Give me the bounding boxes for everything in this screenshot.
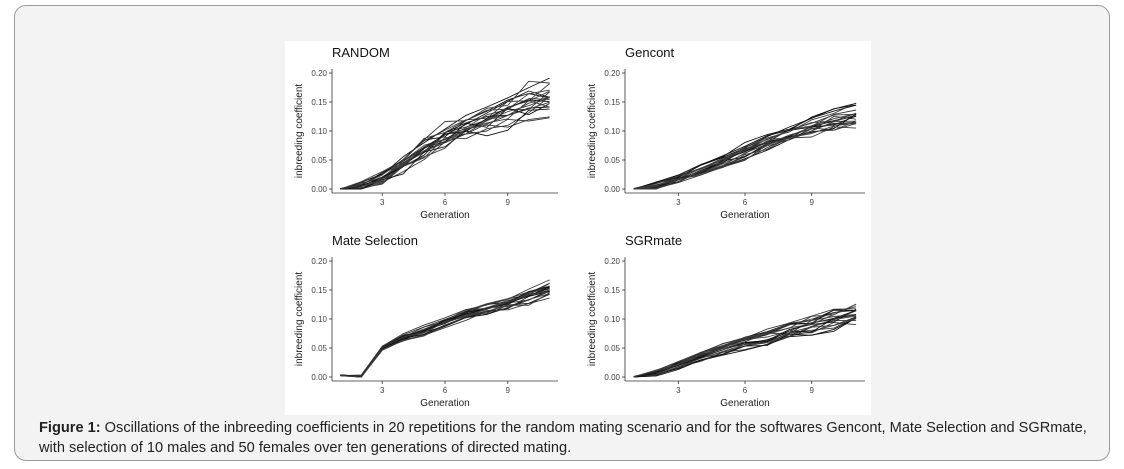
series-line <box>633 303 857 378</box>
x-tick-label: 3 <box>380 386 385 395</box>
series-line <box>340 101 550 190</box>
x-axis-title: Generation <box>720 398 769 409</box>
series-line <box>633 102 857 190</box>
caption-label: Figure 1: <box>39 420 101 436</box>
x-axis-title: Generation <box>420 398 469 409</box>
series-line <box>340 91 550 190</box>
y-tick-label: 0.20 <box>604 257 620 266</box>
y-tick-label: 0.15 <box>311 98 327 107</box>
y-tick-label: 0.00 <box>604 185 620 194</box>
x-tick-label: 3 <box>676 198 681 207</box>
series-line <box>633 317 857 377</box>
x-tick-label: 9 <box>809 386 814 395</box>
x-tick-label: 6 <box>743 198 748 207</box>
series-line <box>633 303 857 378</box>
y-tick-label: 0.05 <box>604 344 620 353</box>
y-tick-label: 0.20 <box>311 257 327 266</box>
series-line <box>340 291 550 378</box>
x-tick-label: 3 <box>380 198 385 207</box>
y-tick-label: 0.20 <box>311 69 327 78</box>
x-tick-label: 3 <box>676 386 681 395</box>
x-tick-label: 6 <box>743 386 748 395</box>
series-line <box>633 317 857 378</box>
y-tick-label: 0.05 <box>311 344 327 353</box>
y-tick-label: 0.05 <box>311 156 327 165</box>
series-line <box>340 89 550 190</box>
series-line <box>633 318 857 378</box>
x-tick-label: 9 <box>506 386 511 395</box>
y-tick-label: 0.15 <box>311 286 327 295</box>
x-tick-label: 6 <box>443 198 448 207</box>
series-line <box>340 99 550 190</box>
series-line <box>340 297 550 378</box>
x-tick-label: 9 <box>506 198 511 207</box>
panel-title: RANDOM <box>332 45 390 60</box>
panel-title: SGRmate <box>625 233 682 248</box>
x-tick-label: 9 <box>809 198 814 207</box>
series-line <box>340 103 550 190</box>
series-line <box>633 114 857 190</box>
panel-title: Gencont <box>625 45 675 60</box>
y-tick-label: 0.10 <box>604 315 620 324</box>
series-line <box>633 123 857 190</box>
y-tick-label: 0.00 <box>311 373 327 382</box>
figure-frame: RANDOM 0.00 0.05 0.10 0.15 0.20 3 6 9 Generation i… <box>14 5 1110 461</box>
x-axis-title: Generation <box>420 210 469 221</box>
series-line <box>340 100 550 190</box>
y-tick-label: 0.05 <box>604 156 620 165</box>
series-line <box>340 80 550 190</box>
series-line <box>633 120 857 190</box>
caption-text: Oscillations of the inbreeding coefficie… <box>39 420 1087 456</box>
y-tick-label: 0.15 <box>604 286 620 295</box>
y-tick-label: 0.00 <box>604 373 620 382</box>
figure-caption: Figure 1: Oscillations of the inbreeding… <box>39 418 1099 458</box>
series-line <box>633 314 857 378</box>
y-axis-title: inbreeding coefficient <box>587 272 598 367</box>
y-tick-label: 0.10 <box>311 315 327 324</box>
x-axis-title: Generation <box>720 210 769 221</box>
panel-title: Mate Selection <box>332 233 418 248</box>
y-tick-label: 0.00 <box>311 185 327 194</box>
y-axis-title: inbreeding coefficient <box>587 84 598 179</box>
series-line <box>633 102 857 190</box>
y-tick-label: 0.10 <box>311 127 327 136</box>
series-line <box>340 116 550 190</box>
series-line <box>340 279 550 377</box>
y-tick-label: 0.20 <box>604 69 620 78</box>
x-tick-label: 6 <box>443 386 448 395</box>
y-axis-title: inbreeding coefficient <box>294 84 305 179</box>
y-tick-label: 0.10 <box>604 127 620 136</box>
y-axis-title: inbreeding coefficient <box>294 272 305 367</box>
figure-image: RANDOM 0.00 0.05 0.10 0.15 0.20 3 6 9 Generation i… <box>285 41 871 415</box>
y-tick-label: 0.15 <box>604 98 620 107</box>
series-line <box>633 308 857 378</box>
small-multiples-chart: RANDOM 0.00 0.05 0.10 0.15 0.20 3 6 9 Generation i… <box>294 45 865 409</box>
